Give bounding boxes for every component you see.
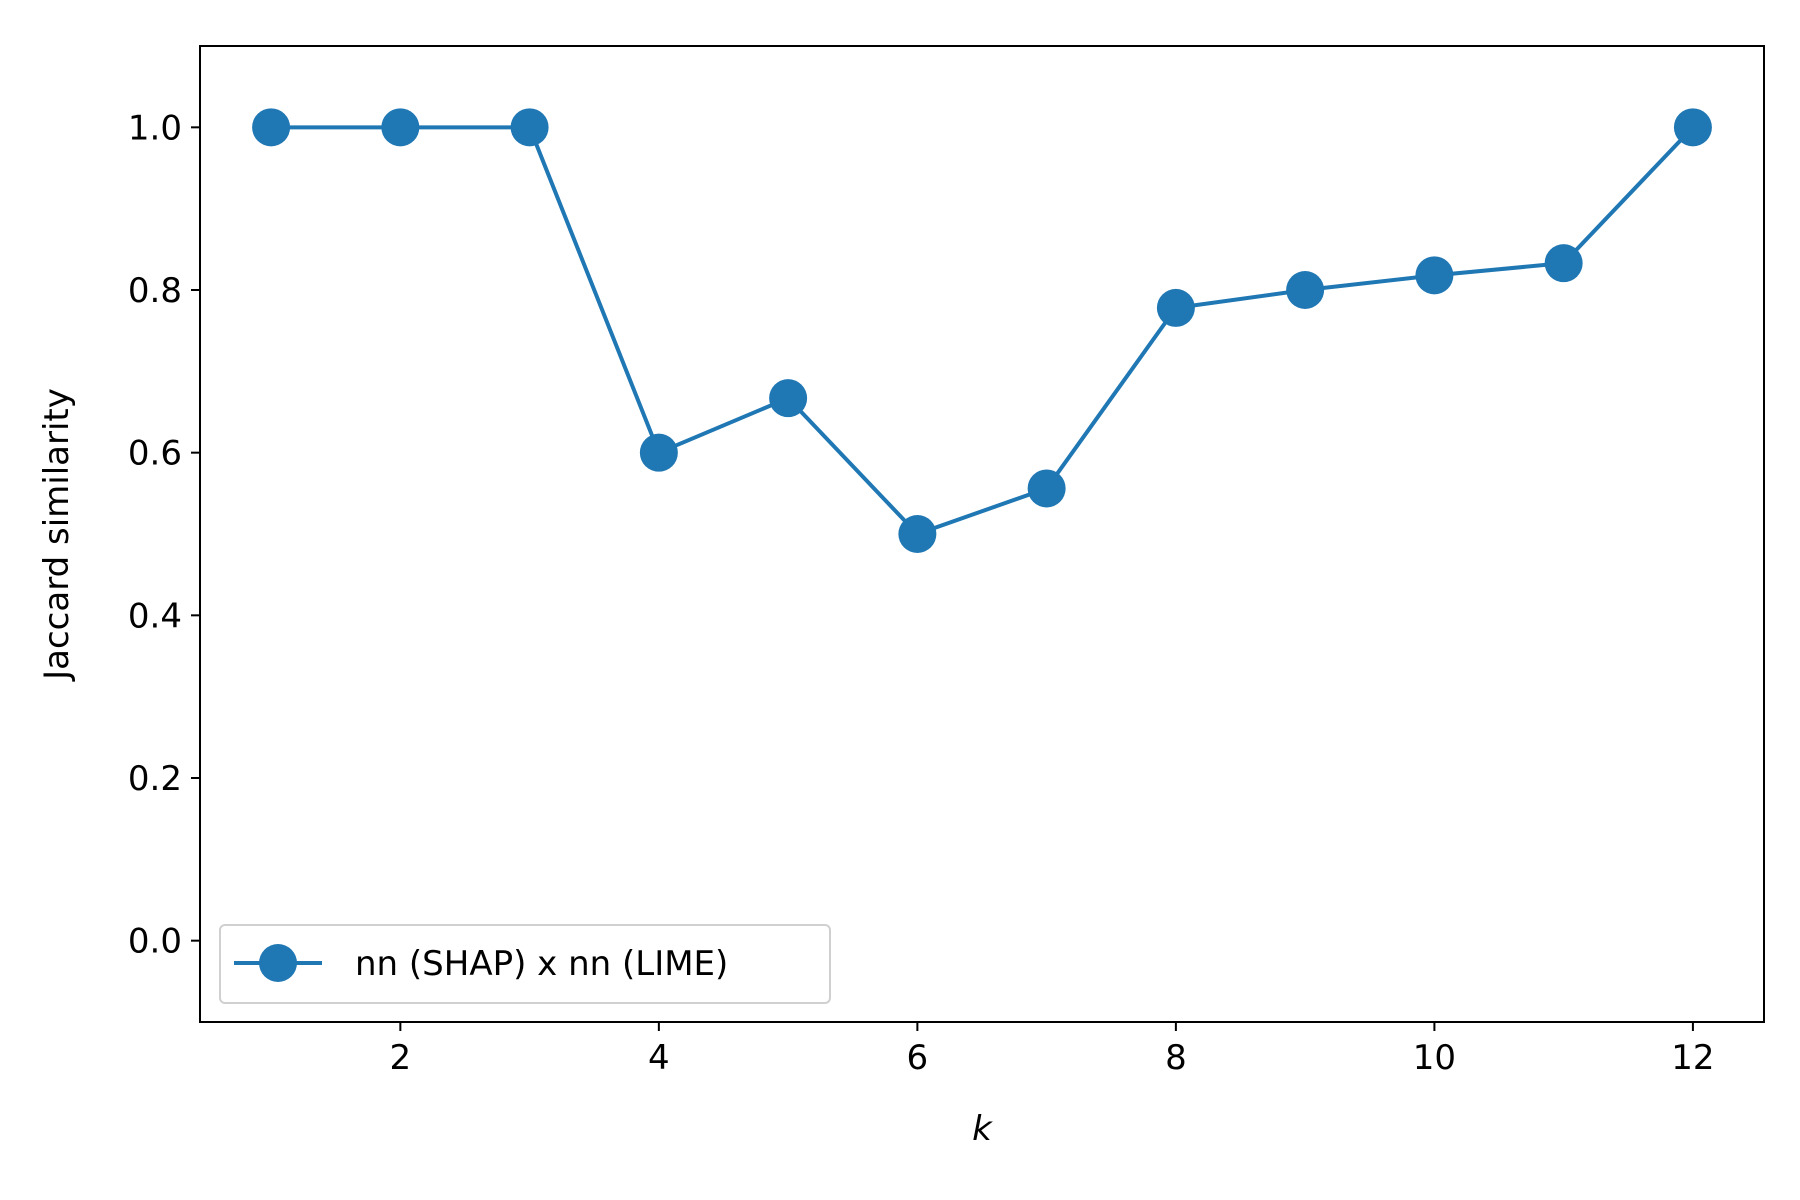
x-tick-label: 12	[1671, 1038, 1714, 1078]
x-tick-label: 2	[390, 1038, 412, 1078]
series-layer	[252, 108, 1712, 553]
data-point	[769, 379, 808, 418]
y-tick-label: 0.4	[128, 596, 182, 636]
x-axis-label: k	[972, 1109, 993, 1149]
data-point	[1415, 256, 1454, 295]
legend-marker-swatch	[259, 944, 297, 982]
x-tick-label: 4	[648, 1038, 670, 1078]
data-point	[898, 515, 937, 553]
x-axis-ticks: 2 4 6 8 10 12	[390, 1022, 1715, 1078]
x-tick-label: 10	[1413, 1038, 1456, 1078]
data-point	[1156, 288, 1195, 327]
data-point	[1027, 469, 1066, 508]
x-tick-label: 8	[1165, 1038, 1187, 1078]
legend: nn (SHAP) x nn (LIME)	[219, 924, 831, 1004]
y-tick-label: 0.2	[128, 759, 182, 799]
legend-box	[219, 924, 831, 1004]
plot-area-frame	[199, 45, 1765, 1023]
data-point	[252, 108, 291, 147]
series-line	[271, 125, 1695, 536]
y-tick-label: 0.6	[128, 434, 182, 474]
y-tick-label: 0.8	[128, 271, 182, 311]
y-tick-label: 0.0	[128, 922, 182, 962]
legend-label: nn (SHAP) x nn (LIME)	[355, 944, 728, 984]
data-point	[381, 108, 420, 147]
data-point	[1673, 108, 1712, 147]
data-point	[1544, 244, 1583, 283]
y-axis-ticks: 0.0 0.2 0.4 0.6 0.8 1.0	[128, 108, 200, 962]
data-point	[1286, 271, 1325, 309]
data-point	[510, 108, 549, 147]
data-point	[639, 433, 678, 472]
y-tick-label: 1.0	[128, 108, 182, 148]
y-axis-label: Jaccard similarity	[37, 388, 77, 682]
x-tick-label: 6	[907, 1038, 929, 1078]
